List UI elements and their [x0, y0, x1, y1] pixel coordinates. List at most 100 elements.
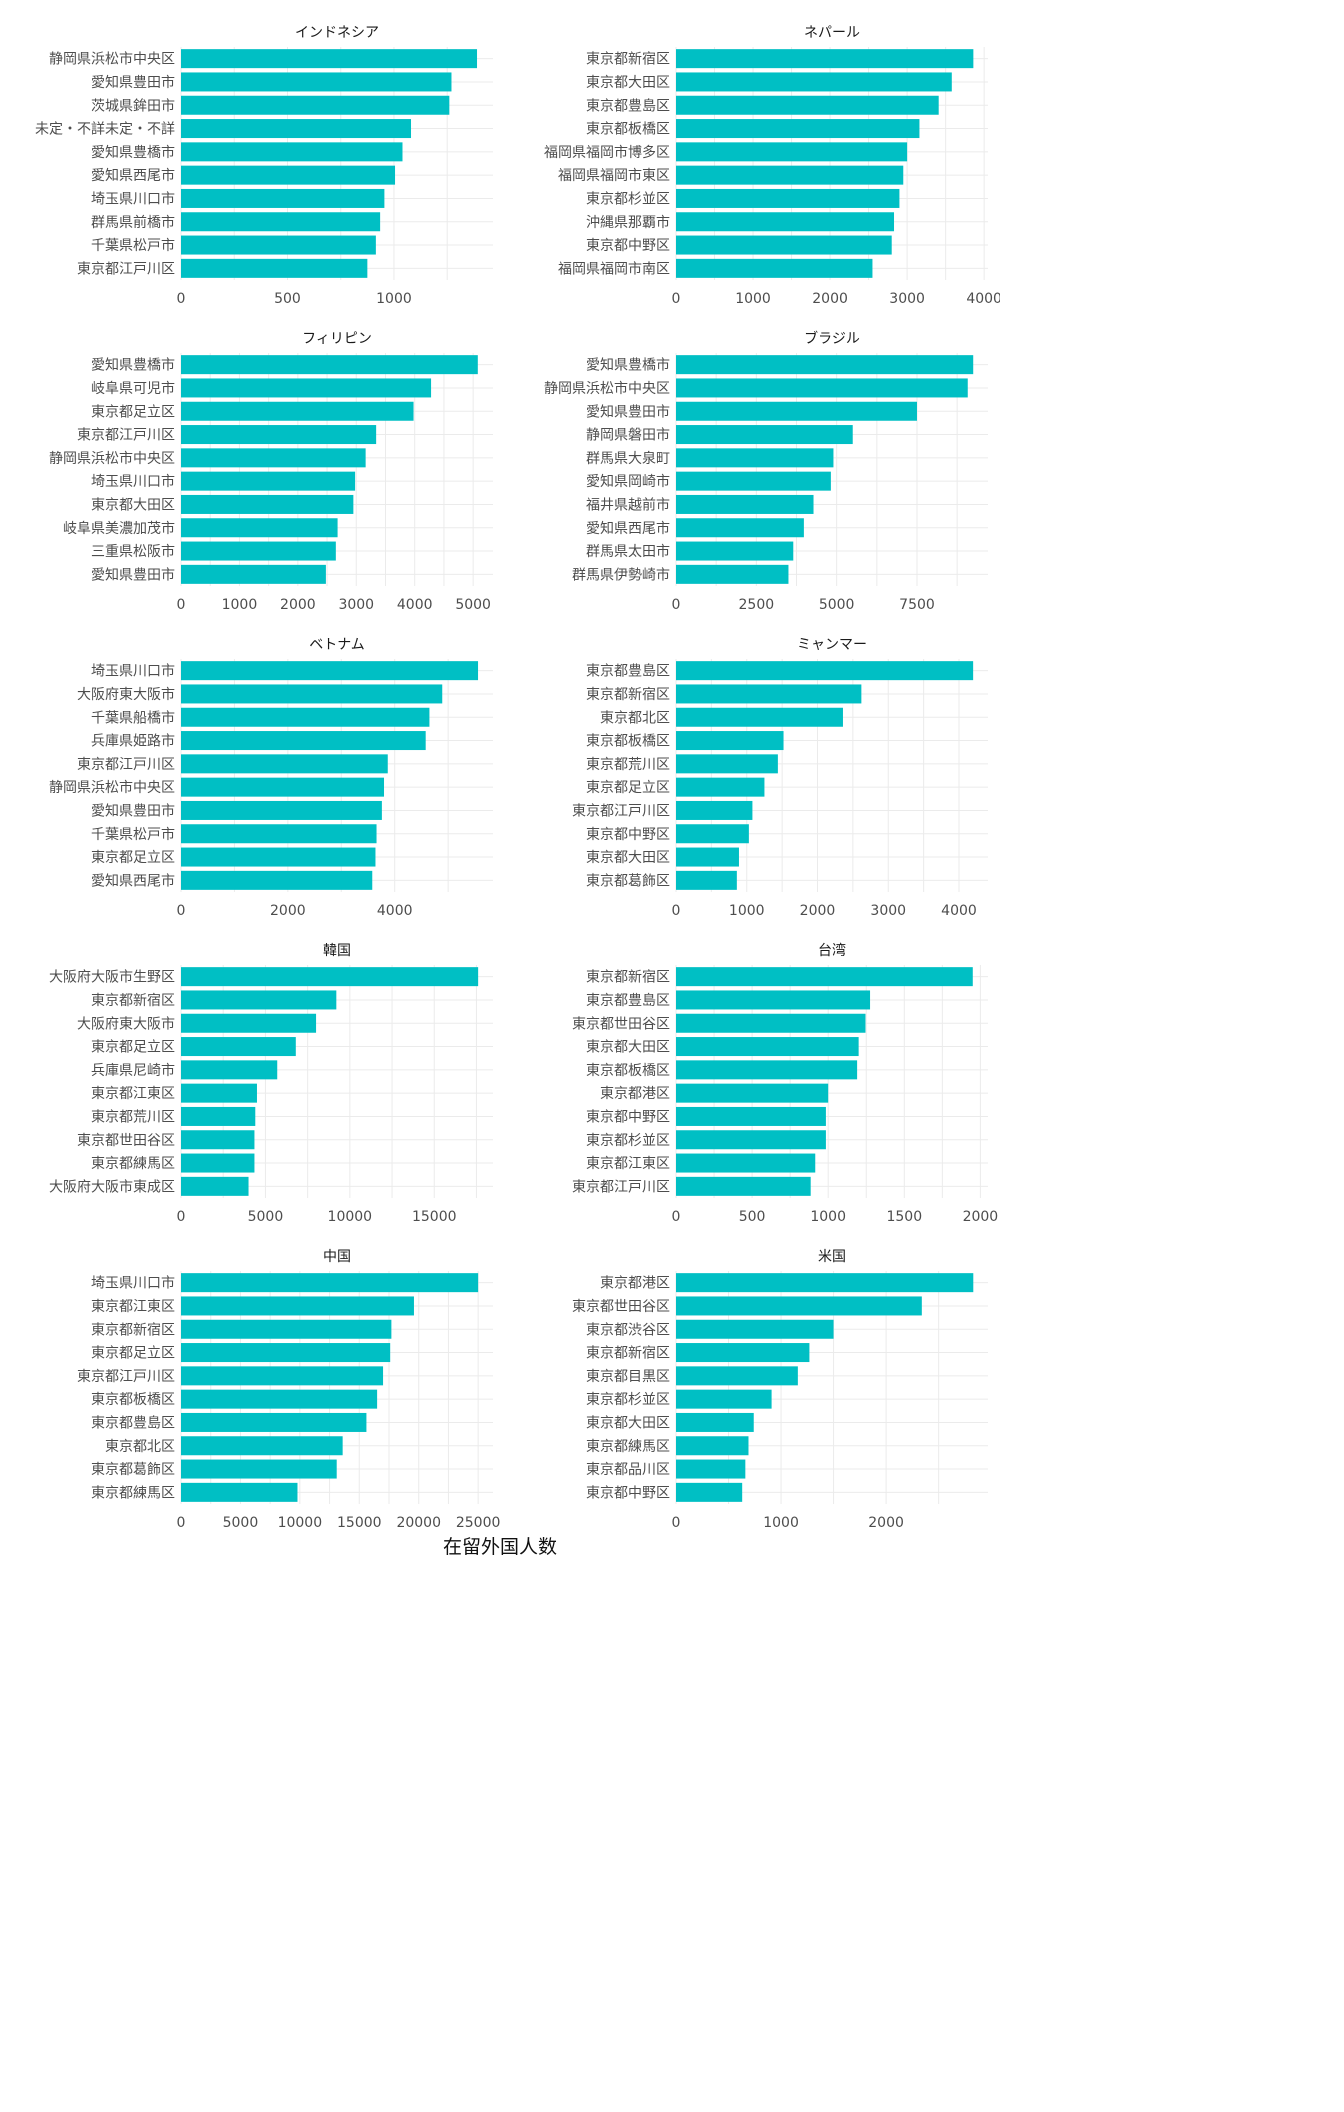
- bar: [676, 754, 778, 774]
- x-tick-label: 15000: [337, 1515, 382, 1531]
- category-label: 愛知県豊橋市: [586, 357, 670, 374]
- x-tick-label: 500: [274, 291, 301, 307]
- x-tick-label: 2000: [812, 291, 848, 307]
- category-label: 東京都中野区: [586, 1109, 670, 1125]
- bar: [676, 494, 814, 514]
- x-tick-label: 3000: [870, 903, 906, 919]
- bar: [676, 1153, 816, 1173]
- bar: [676, 967, 973, 987]
- bar: [676, 1319, 834, 1339]
- category-label: 東京都板橋区: [586, 1063, 670, 1079]
- facet-panel: 台湾東京都新宿区東京都豊島区東京都世田谷区東京都大田区東京都板橋区東京都港区東京…: [572, 942, 998, 1225]
- bar: [181, 847, 376, 867]
- x-tick-label: 1000: [222, 597, 258, 613]
- category-label: 群馬県伊勢崎市: [572, 566, 670, 583]
- x-tick-label: 5000: [455, 597, 491, 613]
- facet-panel: ネパール東京都新宿区東京都大田区東京都豊島区東京都板橋区福岡県福岡市博多区福岡県…: [544, 25, 1000, 307]
- category-label: 東京都江戸川区: [77, 1369, 175, 1385]
- category-label: 東京都豊島区: [586, 993, 670, 1009]
- facet-title: フィリピン: [302, 331, 372, 347]
- bar: [181, 494, 354, 514]
- x-axis-title: 在留外国人数: [442, 1536, 557, 1558]
- bar: [181, 72, 452, 92]
- category-label: 東京都大田区: [586, 75, 670, 91]
- category-label: 東京都練馬区: [586, 1439, 670, 1455]
- bar: [181, 824, 377, 844]
- x-tick-label: 1000: [376, 291, 412, 307]
- bar: [676, 518, 804, 538]
- x-tick-label: 4000: [966, 291, 1000, 307]
- bar: [676, 1343, 810, 1363]
- category-label: 東京都中野区: [586, 827, 670, 843]
- category-label: 東京都練馬区: [91, 1485, 175, 1501]
- category-label: 千葉県船橋市: [91, 709, 175, 726]
- bar: [676, 1459, 746, 1479]
- bar: [676, 355, 974, 375]
- category-label: 東京都港区: [600, 1276, 670, 1292]
- facet-panel: 韓国大阪府大阪市生野区東京都新宿区大阪府東大阪市東京都足立区兵庫県尼崎市東京都江…: [49, 943, 493, 1225]
- category-label: 兵庫県姫路市: [91, 733, 175, 750]
- x-tick-label: 1500: [886, 1209, 922, 1225]
- bar: [676, 1037, 859, 1057]
- category-label: 群馬県前橋市: [91, 214, 175, 231]
- category-label: 東京都江戸川区: [77, 428, 175, 444]
- category-label: 東京都江戸川区: [572, 803, 670, 819]
- category-label: 東京都豊島区: [91, 1415, 175, 1431]
- bar: [181, 378, 432, 398]
- bar: [181, 1319, 392, 1339]
- x-tick-label: 0: [672, 1515, 681, 1531]
- facet-title: 台湾: [818, 942, 846, 959]
- category-label: 東京都新宿区: [586, 51, 670, 68]
- bar: [676, 824, 749, 844]
- bar: [181, 967, 479, 987]
- bar: [676, 990, 871, 1010]
- category-label: 千葉県松戸市: [91, 826, 175, 843]
- category-label: 福岡県福岡市南区: [558, 260, 670, 277]
- category-label: 大阪府大阪市生野区: [49, 969, 175, 986]
- category-label: 東京都港区: [600, 1086, 670, 1102]
- facet-title: 中国: [323, 1249, 351, 1265]
- category-label: 東京都新宿区: [91, 992, 175, 1009]
- bar: [676, 258, 873, 278]
- bar: [181, 1083, 257, 1103]
- facet-title: 米国: [818, 1249, 846, 1265]
- category-label: 東京都大田区: [91, 497, 175, 513]
- category-label: 静岡県浜松市中央区: [49, 450, 175, 467]
- bar: [676, 448, 834, 468]
- x-tick-label: 5000: [223, 1515, 259, 1531]
- category-label: 群馬県太田市: [586, 543, 670, 560]
- category-label: 東京都杉並区: [586, 1133, 670, 1149]
- x-tick-label: 3000: [889, 291, 925, 307]
- bar: [181, 49, 478, 69]
- facet-panel: フィリピン愛知県豊橋市岐阜県可児市東京都足立区東京都江戸川区静岡県浜松市中央区埼…: [49, 331, 493, 613]
- bar: [676, 1436, 749, 1456]
- category-label: 茨城県鉾田市: [91, 97, 175, 114]
- bar: [676, 188, 900, 208]
- bar: [181, 165, 396, 185]
- facet-title: ブラジル: [804, 330, 860, 347]
- bar: [676, 1273, 974, 1293]
- category-label: 東京都江戸川区: [77, 757, 175, 773]
- bar: [676, 49, 974, 69]
- bar: [676, 1176, 811, 1196]
- bar: [181, 800, 382, 820]
- x-tick-label: 0: [177, 1209, 186, 1225]
- bar: [676, 564, 789, 584]
- category-label: 愛知県岡崎市: [586, 473, 670, 490]
- x-tick-label: 4000: [941, 903, 977, 919]
- category-label: 東京都杉並区: [586, 1392, 670, 1408]
- bar: [181, 870, 373, 890]
- bar: [181, 1013, 317, 1033]
- bar: [676, 165, 904, 185]
- category-label: 愛知県豊橋市: [91, 144, 175, 161]
- bar: [181, 1176, 249, 1196]
- bar: [676, 684, 862, 704]
- bar: [181, 355, 478, 375]
- bar: [181, 754, 388, 774]
- category-label: 東京都北区: [600, 710, 670, 726]
- category-label: 東京都江東区: [91, 1086, 175, 1102]
- facet-panel: ブラジル愛知県豊橋市静岡県浜松市中央区愛知県豊田市静岡県磐田市群馬県大泉町愛知県…: [544, 330, 988, 613]
- x-tick-label: 1000: [810, 1209, 846, 1225]
- bar: [181, 188, 385, 208]
- x-tick-label: 0: [672, 1209, 681, 1225]
